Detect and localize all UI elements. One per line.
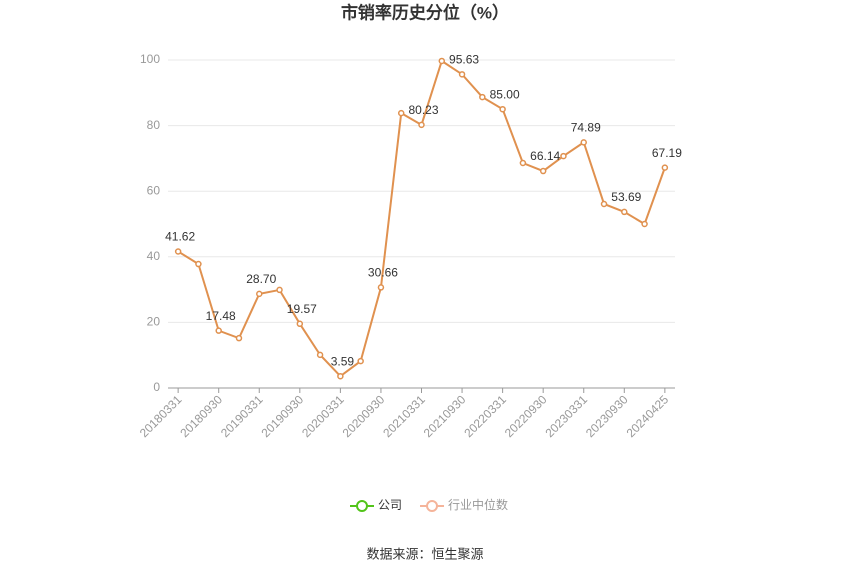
point <box>195 260 202 268</box>
x-tick-label: 20220930 <box>502 392 550 440</box>
y-tick-label: 40 <box>147 249 161 263</box>
x-tick-label: 20210331 <box>380 392 428 440</box>
point <box>438 57 446 65</box>
point <box>215 327 222 334</box>
data-label: 17.48 <box>206 309 236 323</box>
point <box>560 152 567 160</box>
point <box>377 284 385 291</box>
source: 数据来源：恒生聚源 <box>366 546 483 561</box>
point <box>600 200 608 208</box>
x-tick-label: 20220331 <box>461 392 509 440</box>
y-tick-label: 60 <box>147 183 161 197</box>
data-label: 19.57 <box>287 302 317 316</box>
y-tick-label: 20 <box>147 315 161 329</box>
y-tick-label: 80 <box>147 118 161 132</box>
y-tick-label: 100 <box>140 52 160 66</box>
point <box>519 159 527 167</box>
point <box>256 290 263 298</box>
x-tick-label: 20190930 <box>259 392 307 440</box>
x-tick-label: 20190331 <box>218 392 266 440</box>
point <box>316 351 324 359</box>
point <box>641 220 648 228</box>
legend-icon <box>426 500 439 512</box>
data-label: 28.70 <box>246 272 276 286</box>
x-tick-label: 20180930 <box>177 392 225 440</box>
point <box>174 248 182 255</box>
point <box>458 71 466 78</box>
point <box>397 109 405 117</box>
data-label: 95.63 <box>449 53 479 67</box>
point <box>479 93 486 101</box>
point <box>235 334 243 342</box>
x-tick-label: 20240425 <box>624 392 672 440</box>
point <box>296 320 304 328</box>
data-label: 41.62 <box>165 230 195 244</box>
x-tick-label: 20230331 <box>542 392 590 440</box>
point <box>621 208 628 216</box>
chart-title: 市销率历史分位（%） <box>341 2 509 22</box>
point <box>418 121 425 129</box>
data-label: 53.69 <box>611 190 641 204</box>
data-label: 3.59 <box>331 354 355 368</box>
legend-label: 行业中位数 <box>448 497 508 512</box>
x-tick-label: 20200930 <box>340 392 388 440</box>
data-label: 66.14 <box>530 149 560 163</box>
point <box>337 372 344 380</box>
y-tick-label: 0 <box>153 380 160 394</box>
x-tick-label: 20200331 <box>299 392 347 440</box>
x-tick-label: 20180331 <box>137 392 185 440</box>
x-tick-label: 20210930 <box>421 392 469 440</box>
data-label: 85.00 <box>490 87 520 101</box>
legend-icon <box>356 500 368 512</box>
point <box>580 139 587 146</box>
point <box>276 286 283 294</box>
point <box>661 164 669 171</box>
point <box>357 357 364 365</box>
point <box>499 105 506 113</box>
data-label: 30.66 <box>368 266 398 280</box>
data-label: 80.23 <box>408 103 438 117</box>
data-label: 67.19 <box>652 146 682 160</box>
x-tick-label: 20230930 <box>583 392 631 440</box>
legend-label: 公司 <box>378 498 402 512</box>
point <box>539 167 547 175</box>
data-label: 74.89 <box>571 121 601 135</box>
